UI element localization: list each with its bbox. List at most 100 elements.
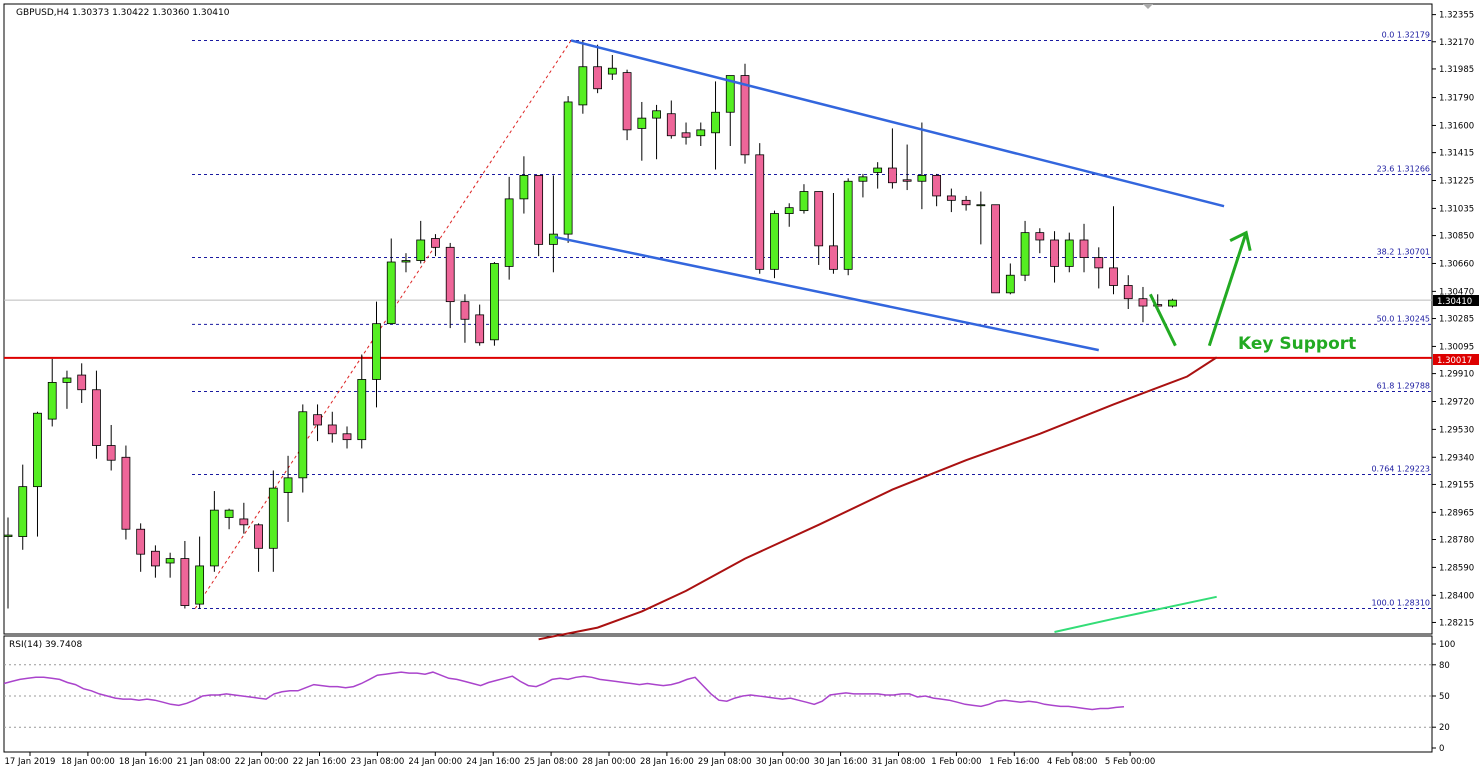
bullish-candle-body xyxy=(711,111,720,134)
bearish-candle-body xyxy=(445,246,455,303)
fib-level-label: 23.6 1.31266 xyxy=(1377,164,1430,173)
candle xyxy=(1094,247,1104,289)
bullish-candle-body xyxy=(283,477,293,493)
fib-level-label: 50.0 1.30245 xyxy=(1377,314,1430,323)
time-tick-label: 23 Jan 08:00 xyxy=(350,757,404,767)
channel-upper-line xyxy=(570,39,1225,208)
moving-average-2-line xyxy=(1054,595,1217,633)
candle xyxy=(313,404,322,442)
candle xyxy=(283,455,293,522)
candle xyxy=(829,192,838,274)
candle xyxy=(475,304,485,346)
bullish-candle-body xyxy=(416,239,426,261)
candle xyxy=(534,174,544,257)
bullish-candle-body xyxy=(209,509,219,567)
candle xyxy=(784,203,794,227)
bearish-candle-body xyxy=(961,199,971,206)
bullish-candle-body xyxy=(386,261,396,325)
candle xyxy=(991,204,1000,294)
bearish-candle-body xyxy=(666,113,676,137)
candle xyxy=(92,370,101,459)
bearish-candle-body xyxy=(932,174,942,197)
green-arrow-down-stroke xyxy=(1149,293,1177,347)
candle xyxy=(593,44,602,94)
bullish-candle-body xyxy=(62,377,72,383)
candle xyxy=(888,128,897,189)
scroll-marker-icon[interactable] xyxy=(1143,4,1153,9)
candle xyxy=(342,426,352,449)
candle xyxy=(268,470,278,572)
candle xyxy=(1050,231,1059,283)
current-price-label: 1.30410 xyxy=(1437,297,1472,307)
candle xyxy=(165,552,175,578)
price-tick-label: 1.29530 xyxy=(1439,425,1474,435)
price-tick-label: 1.32170 xyxy=(1439,38,1474,48)
candle xyxy=(1035,228,1045,254)
price-tick-label: 1.30285 xyxy=(1439,315,1474,325)
candle xyxy=(858,173,868,198)
price-tick-label: 1.28780 xyxy=(1439,536,1474,546)
bearish-candle-body xyxy=(106,445,116,461)
candle xyxy=(62,370,72,409)
bearish-candle-body xyxy=(1094,257,1104,269)
bearish-candle-body xyxy=(1138,298,1148,307)
bearish-candle-body xyxy=(755,154,765,270)
bearish-candle-body xyxy=(829,245,838,270)
bullish-candle-body xyxy=(607,67,617,75)
bullish-candle-body xyxy=(224,509,234,518)
price-tick-label: 1.31415 xyxy=(1439,149,1474,159)
rsi-tick-label: 80 xyxy=(1439,661,1450,671)
candle xyxy=(18,464,28,550)
candle xyxy=(696,122,706,147)
candle xyxy=(1123,275,1133,309)
bearish-candle-body xyxy=(622,72,632,131)
green-arrow-up-stroke xyxy=(1207,232,1248,347)
bullish-candle-body xyxy=(976,204,986,207)
fib-level-label: 61.8 1.29788 xyxy=(1377,382,1430,391)
time-tick-label: 1 Feb 16:00 xyxy=(989,757,1039,767)
candle xyxy=(1168,298,1177,308)
price-tick-label: 1.31600 xyxy=(1439,121,1474,131)
candle xyxy=(976,191,986,245)
candle xyxy=(873,162,883,189)
time-tick-label: 18 Jan 00:00 xyxy=(61,757,115,767)
rsi-line xyxy=(3,671,1125,711)
fib-level-label: 0.764 1.29223 xyxy=(1371,464,1430,473)
time-tick-label: 5 Feb 00:00 xyxy=(1105,757,1155,767)
time-tick-label: 29 Jan 08:00 xyxy=(698,757,752,767)
bearish-candle-body xyxy=(150,550,160,567)
bearish-candle-body xyxy=(77,374,87,391)
candle xyxy=(578,40,588,114)
bullish-candle-body xyxy=(195,565,205,605)
bearish-candle-body xyxy=(136,528,146,555)
candle xyxy=(490,262,499,346)
fib-level-label: 100.0 1.28310 xyxy=(1371,599,1430,608)
time-tick-label: 28 Jan 16:00 xyxy=(640,757,694,767)
bullish-candle-body xyxy=(858,176,868,182)
candle xyxy=(106,424,116,471)
candle xyxy=(1109,206,1118,295)
price-tick-label: 1.30850 xyxy=(1439,232,1474,242)
candle xyxy=(298,404,308,493)
candle xyxy=(401,253,411,273)
time-tick-label: 28 Jan 00:00 xyxy=(582,757,636,767)
bullish-candle-body xyxy=(637,117,647,129)
bearish-candle-body xyxy=(534,174,544,245)
time-tick-label: 31 Jan 08:00 xyxy=(872,757,926,767)
candle xyxy=(33,411,42,537)
candle xyxy=(725,75,735,147)
bullish-candle-body xyxy=(298,411,308,479)
candle xyxy=(799,184,809,214)
candle xyxy=(917,122,927,210)
bullish-candle-body xyxy=(47,381,57,420)
bearish-candle-body xyxy=(92,389,101,446)
time-tick-label: 25 Jan 08:00 xyxy=(524,757,578,767)
time-tick-label: 30 Jan 00:00 xyxy=(756,757,810,767)
support-price-label: 1.30017 xyxy=(1437,356,1472,366)
candle xyxy=(563,96,573,243)
time-tick-label: 17 Jan 2019 xyxy=(5,757,56,767)
price-tick-label: 1.30470 xyxy=(1439,287,1474,297)
time-tick-label: 24 Jan 00:00 xyxy=(408,757,462,767)
bullish-candle-body xyxy=(33,412,42,488)
